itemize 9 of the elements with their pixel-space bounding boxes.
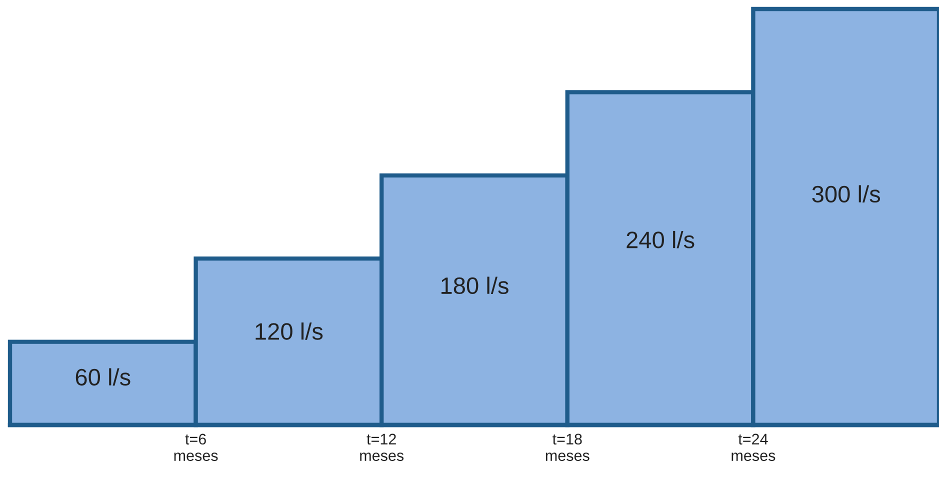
x-tick-label: t=24 meses: [732, 434, 776, 462]
x-tick-label: t=6 meses: [174, 434, 218, 462]
x-tick-label: t=18 meses: [546, 434, 590, 462]
x-tick-label: t=12 meses: [360, 434, 404, 462]
data-label: 60 l/s: [76, 368, 130, 386]
data-label: 120 l/s: [256, 322, 323, 340]
data-label: 300 l/s: [812, 185, 880, 203]
data-label: 240 l/s: [626, 230, 694, 248]
data-label: 180 l/s: [442, 276, 508, 294]
